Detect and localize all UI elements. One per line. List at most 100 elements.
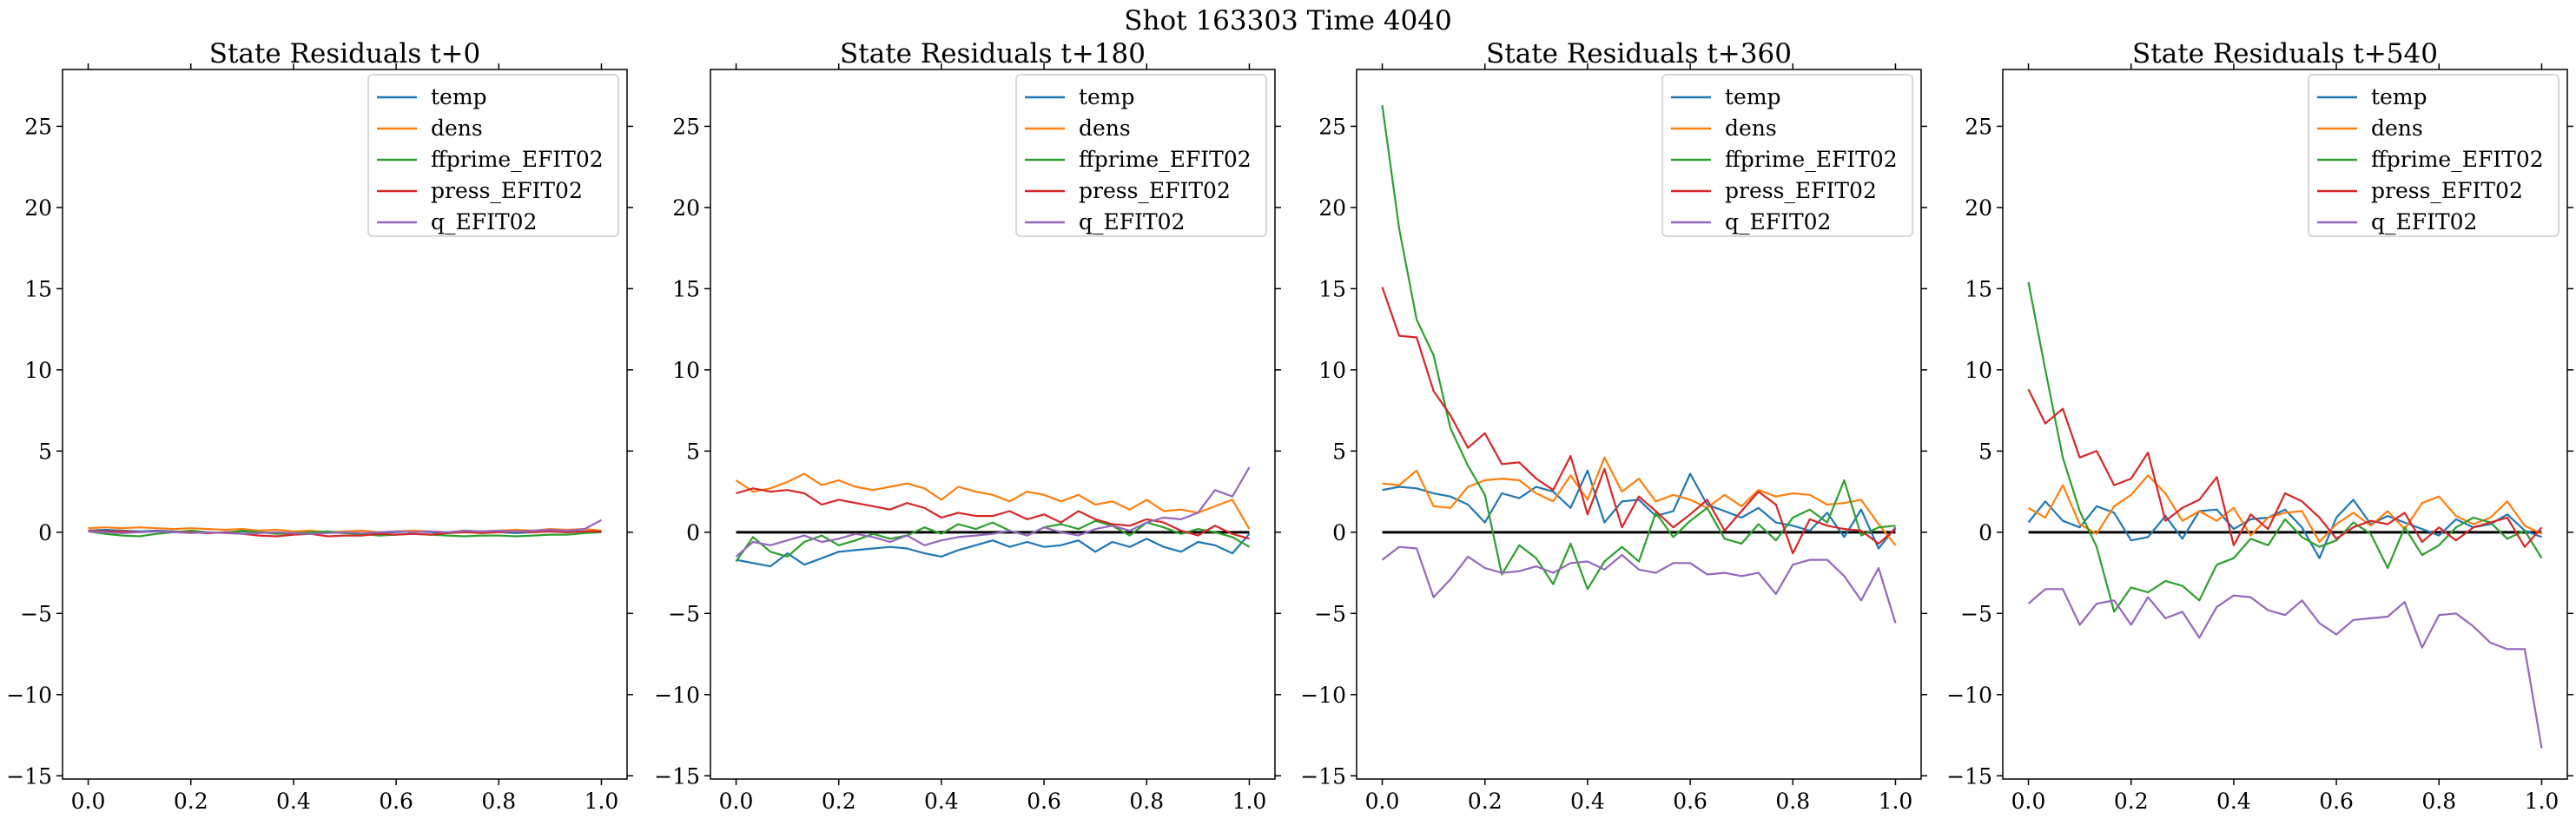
series-line-press_EFIT02 (1381, 287, 1897, 555)
y-tick-label: 20 (672, 195, 700, 221)
x-tick-label: 1.0 (1879, 789, 1913, 814)
y-tick-label: 15 (24, 276, 52, 301)
y-tick-label: 5 (1978, 439, 1992, 464)
y-tick-label: 10 (672, 358, 700, 383)
x-tick-label: 0.0 (2011, 789, 2046, 814)
y-tick-label: −15 (654, 763, 700, 789)
y-tick-label: 10 (24, 358, 52, 383)
y-tick-label: 15 (672, 276, 700, 301)
y-tick-label: −5 (20, 601, 52, 626)
x-tick-label: 0.8 (2421, 789, 2456, 814)
axes-frame (1356, 69, 1922, 780)
legend: temp dens ffprime_EFIT02 press_EFIT02 q_EFIT… (1015, 74, 1267, 237)
y-tick-label: −10 (654, 683, 700, 708)
series-line-temp (1382, 469, 1897, 550)
y-tick-label: 25 (1965, 114, 1992, 139)
series-line-dens (2027, 474, 2542, 544)
legend-label: dens (1079, 116, 1131, 141)
legend-box (2308, 74, 2559, 237)
legend-label: ffprime_EFIT02 (1725, 147, 1898, 172)
legend-box (367, 74, 619, 237)
y-tick-label: −15 (1300, 763, 1346, 789)
y-tick-label: −5 (1960, 601, 1992, 626)
legend-label: press_EFIT02 (1079, 178, 1231, 203)
legend-label: q_EFIT02 (431, 209, 537, 234)
legend: temp dens ffprime_EFIT02 press_EFIT02 q_EFIT… (1661, 74, 1913, 237)
y-tick-label: −10 (6, 683, 52, 708)
x-tick-label: 0.0 (1365, 789, 1400, 814)
x-tick-label: 1.0 (2525, 789, 2559, 814)
legend-label: press_EFIT02 (431, 178, 583, 203)
y-tick-label: 5 (38, 439, 52, 464)
panel-title: State Residuals t+360 (1486, 38, 1792, 69)
legend-box (1661, 74, 1913, 237)
y-tick-label: −10 (1300, 683, 1346, 708)
legend-label: temp (1725, 84, 1781, 109)
x-tick-label: 1.0 (585, 789, 619, 814)
x-tick-label: 0.6 (1673, 789, 1707, 814)
y-tick-label: 5 (686, 439, 700, 464)
axes-frame (710, 69, 1276, 780)
legend-label: q_EFIT02 (2371, 209, 2477, 234)
y-tick-label: 15 (1318, 276, 1346, 301)
y-tick-label: 0 (686, 520, 700, 545)
x-tick-label: 1.0 (1232, 789, 1267, 814)
x-tick-label: 0.0 (71, 789, 106, 814)
series-line-temp (736, 532, 1251, 568)
y-tick-label: 5 (1332, 439, 1346, 464)
y-tick-label: 20 (1318, 195, 1346, 221)
legend-label: temp (1079, 84, 1135, 109)
x-tick-label: 0.2 (2114, 789, 2149, 814)
y-tick-label: 0 (1332, 520, 1346, 545)
series-line-q_EFIT02 (88, 518, 603, 535)
series-line-ffprime_EFIT02 (2027, 281, 2543, 613)
chart-panel-1: State Residuals t+180 0.0 0.2 0.4 0.6 0.8 1.0 −… (654, 38, 1281, 814)
series-line-q_EFIT02 (1381, 545, 1897, 624)
axes-frame (2002, 69, 2568, 780)
y-tick-label: 0 (1978, 520, 1992, 545)
series-line-temp (2027, 499, 2542, 559)
legend-label: ffprime_EFIT02 (431, 147, 604, 172)
legend-label: temp (431, 84, 487, 109)
series-line-ffprime_EFIT02 (735, 519, 1251, 563)
x-tick-label: 0.2 (174, 789, 208, 814)
figure-suptitle: Shot 163303 Time 4040 (1124, 5, 1451, 36)
chart-panel-3: State Residuals t+540 0.0 0.2 0.4 0.6 0.8 1.0 −… (1946, 38, 2573, 814)
axes-frame (62, 69, 628, 780)
x-tick-label: 0.0 (719, 789, 754, 814)
x-tick-label: 0.4 (924, 789, 959, 814)
y-tick-label: 25 (1318, 114, 1346, 139)
series-line-press_EFIT02 (736, 487, 1250, 540)
panels: State Residuals t+0 0.0 0.2 0.4 0.6 0.8 1.0 −15… (6, 38, 2573, 814)
series-line-dens (1382, 456, 1897, 546)
chart-panel-2: State Residuals t+360 0.0 0.2 0.4 0.6 0.8 1.0 −… (1300, 38, 1927, 814)
series-line-press_EFIT02 (2027, 388, 2543, 548)
x-tick-label: 0.8 (1129, 789, 1164, 814)
x-tick-label: 0.2 (1468, 789, 1503, 814)
y-tick-label: −5 (668, 601, 700, 626)
x-tick-label: 0.4 (2216, 789, 2251, 814)
series-line-dens (735, 472, 1251, 530)
legend-label: dens (2371, 116, 2423, 141)
series-line-q_EFIT02 (735, 466, 1251, 558)
panel-title: State Residuals t+540 (2132, 38, 2438, 69)
y-tick-label: −15 (6, 763, 52, 789)
chart-panel-0: State Residuals t+0 0.0 0.2 0.4 0.6 0.8 1.0 −15… (6, 38, 633, 814)
legend-label: q_EFIT02 (1079, 209, 1185, 234)
legend-box (1015, 74, 1267, 237)
legend-label: temp (2371, 84, 2427, 109)
y-tick-label: −10 (1946, 683, 1992, 708)
panel-title: State Residuals t+0 (209, 38, 480, 69)
x-tick-label: 0.8 (481, 789, 516, 814)
y-tick-label: −5 (1314, 601, 1346, 626)
y-tick-label: −15 (1946, 763, 1992, 789)
panel-title: State Residuals t+180 (840, 38, 1146, 69)
x-tick-label: 0.2 (822, 789, 856, 814)
series-line-q_EFIT02 (2027, 588, 2543, 749)
legend-label: press_EFIT02 (2371, 178, 2523, 203)
series-line-ffprime_EFIT02 (1381, 104, 1896, 591)
x-tick-label: 0.4 (276, 789, 311, 814)
legend-label: dens (431, 116, 483, 141)
legend-label: ffprime_EFIT02 (1079, 147, 1252, 172)
